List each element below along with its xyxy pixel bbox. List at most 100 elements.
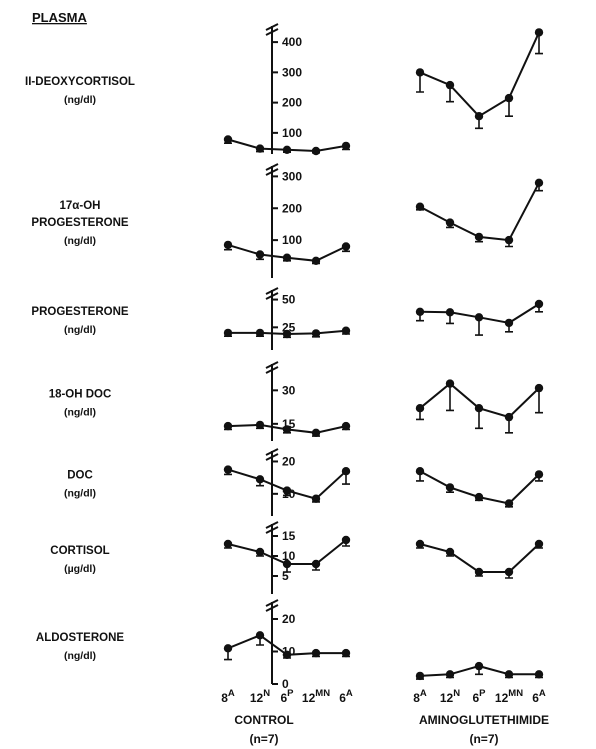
data-point-18-oh-doc-aminoglutethimide-0 — [415, 404, 425, 413]
y-tick-label-ii-deoxycortisol-200: 200 — [282, 96, 302, 110]
axis-break-17-oh-progesterone — [265, 163, 279, 176]
panel-aldosterone: 01020ALDOSTERONE(ng/dl) — [36, 599, 544, 691]
data-point-doc-aminoglutethimide-3 — [504, 499, 514, 508]
y-tick-label-progesterone-50: 50 — [282, 293, 296, 307]
data-point-ii-deoxycortisol-aminoglutethimide-1 — [445, 80, 455, 90]
panel-unit-progesterone: (ng/dl) — [64, 324, 96, 336]
data-point-17-oh-progesterone-control-3 — [311, 256, 321, 265]
data-point-cortisol-control-4 — [341, 535, 351, 545]
data-point-18-oh-doc-aminoglutethimide-4 — [534, 383, 544, 393]
panel-unit-doc: (ng/dl) — [64, 488, 96, 500]
y-tick-label-ii-deoxycortisol-400: 400 — [282, 35, 302, 49]
data-point-doc-control-4 — [341, 467, 351, 476]
data-point-doc-aminoglutethimide-0 — [415, 467, 425, 476]
data-point-ii-deoxycortisol-control-2 — [282, 145, 292, 154]
group-n-aminoglutethimide: (n=7) — [469, 732, 498, 746]
data-point-ii-deoxycortisol-aminoglutethimide-2 — [474, 112, 484, 121]
panel-label-progesterone: PROGESTERONE — [31, 306, 128, 318]
panel-unit-ii-deoxycortisol: (ng/dl) — [64, 94, 96, 106]
data-point-ii-deoxycortisol-aminoglutethimide-4 — [534, 28, 544, 37]
data-point-doc-control-1 — [255, 475, 265, 484]
series-doc-aminoglutethimide — [415, 467, 544, 508]
y-tick-label-cortisol-5: 5 — [282, 569, 289, 583]
data-point-aldosterone-aminoglutethimide-4 — [534, 670, 544, 679]
y-tick-label-17-oh-progesterone-300: 300 — [282, 169, 302, 183]
y-tick-label-aldosterone-20: 20 — [282, 612, 296, 626]
data-point-aldosterone-aminoglutethimide-2 — [474, 661, 484, 671]
axis-break-ii-deoxycortisol — [265, 23, 279, 36]
panel-unit-aldosterone: (ng/dl) — [64, 650, 96, 662]
panel-17-oh-progesterone: 100 200 300 17α-OH PROGESTERONE (ng/dl) — [31, 163, 544, 278]
data-point-18-oh-doc-control-0 — [223, 421, 233, 431]
y-tick-label-doc-20: 20 — [282, 454, 296, 468]
panel-label-17-oh-progesterone-line1: 17α-OH — [60, 200, 101, 212]
y-tick-label-cortisol-10: 10 — [282, 549, 296, 563]
group-n-control: (n=7) — [249, 732, 278, 746]
data-point-cortisol-control-2 — [282, 559, 292, 569]
data-point-cortisol-aminoglutethimide-2 — [474, 567, 484, 577]
data-point-progesterone-aminoglutethimide-0 — [415, 307, 425, 316]
y-tick-label-17-oh-progesterone-100: 100 — [282, 233, 302, 247]
data-point-aldosterone-control-1 — [255, 631, 265, 640]
error-bar-18-oh-doc-aminoglutethimide-1 — [446, 383, 454, 412]
x-tick-label-aminoglutethimide-4: 6A — [532, 688, 546, 705]
panel-label-18-oh-doc: 18-OH DOC — [49, 389, 112, 401]
data-point-cortisol-aminoglutethimide-4 — [534, 539, 544, 549]
data-point-aldosterone-aminoglutethimide-1 — [445, 670, 455, 679]
data-point-progesterone-control-2 — [282, 329, 292, 339]
x-tick-label-control-4: 6A — [339, 688, 353, 705]
plasma-title: PLASMA — [32, 10, 88, 25]
x-tick-label-aminoglutethimide-3: 12MN — [495, 688, 523, 705]
data-point-17-oh-progesterone-control-0 — [223, 240, 233, 250]
data-point-18-oh-doc-control-2 — [282, 425, 292, 434]
data-point-ii-deoxycortisol-aminoglutethimide-3 — [504, 93, 514, 103]
data-point-ii-deoxycortisol-control-3 — [311, 146, 321, 156]
series-line-ii-deoxycortisol-aminoglutethimide — [419, 31, 540, 118]
data-point-18-oh-doc-aminoglutethimide-1 — [445, 379, 455, 388]
x-tick-label-control-2: 6P — [280, 688, 294, 705]
data-point-cortisol-control-1 — [255, 547, 265, 557]
panel-label-17-oh-progesterone-line2: PROGESTERONE — [31, 217, 128, 229]
panel-label-doc: DOC — [67, 470, 93, 482]
data-point-progesterone-aminoglutethimide-1 — [445, 308, 455, 317]
x-tick-label-control-1: 12N — [250, 688, 270, 705]
panel-unit-17-oh-progesterone: (ng/dl) — [64, 235, 96, 247]
data-point-17-oh-progesterone-aminoglutethimide-4 — [534, 178, 544, 187]
panel-label-ii-deoxycortisol: II-DEOXYCORTISOL — [25, 76, 135, 88]
chart-panels: 100200300400II-DEOXYCORTISOL(ng/dl)10020… — [25, 23, 544, 691]
data-point-progesterone-aminoglutethimide-4 — [534, 299, 544, 309]
series-cortisol-control — [223, 535, 351, 573]
data-point-doc-control-0 — [223, 465, 233, 474]
axis-break-aldosterone — [265, 599, 279, 612]
x-tick-label-control-3: 12MN — [302, 688, 330, 705]
data-point-18-oh-doc-control-3 — [311, 428, 321, 437]
series-18-oh-doc-control — [223, 420, 351, 437]
data-point-ii-deoxycortisol-control-4 — [341, 141, 351, 151]
data-point-17-oh-progesterone-aminoglutethimide-3 — [504, 235, 514, 245]
series-cortisol-aminoglutethimide — [415, 539, 544, 579]
y-tick-label-aldosterone-0: 0 — [282, 677, 289, 691]
series-aldosterone-control — [223, 631, 351, 661]
data-point-progesterone-aminoglutethimide-2 — [474, 313, 484, 322]
data-point-18-oh-doc-aminoglutethimide-3 — [504, 412, 514, 422]
data-point-17-oh-progesterone-control-4 — [341, 242, 351, 251]
data-point-progesterone-control-4 — [341, 326, 351, 335]
data-point-aldosterone-control-4 — [341, 648, 351, 658]
data-point-ii-deoxycortisol-aminoglutethimide-0 — [415, 68, 425, 77]
y-tick-label-17-oh-progesterone-200: 200 — [282, 201, 302, 215]
panel-label-aldosterone: ALDOSTERONE — [36, 632, 125, 644]
x-tick-label-aminoglutethimide-0: 8A — [413, 688, 427, 705]
panel-doc: 1020DOC(ng/dl) — [64, 448, 544, 516]
data-point-17-oh-progesterone-control-2 — [282, 253, 292, 262]
data-point-doc-control-2 — [282, 486, 292, 495]
series-ii-deoxycortisol-control — [223, 135, 351, 156]
data-point-18-oh-doc-control-1 — [255, 420, 265, 430]
data-point-cortisol-aminoglutethimide-3 — [504, 567, 514, 577]
data-point-progesterone-control-1 — [255, 328, 265, 338]
x-tick-label-aminoglutethimide-1: 12N — [440, 688, 460, 705]
data-point-17-oh-progesterone-control-1 — [255, 250, 265, 259]
series-17-oh-progesterone-control — [223, 240, 351, 265]
data-point-doc-control-3 — [311, 494, 321, 503]
